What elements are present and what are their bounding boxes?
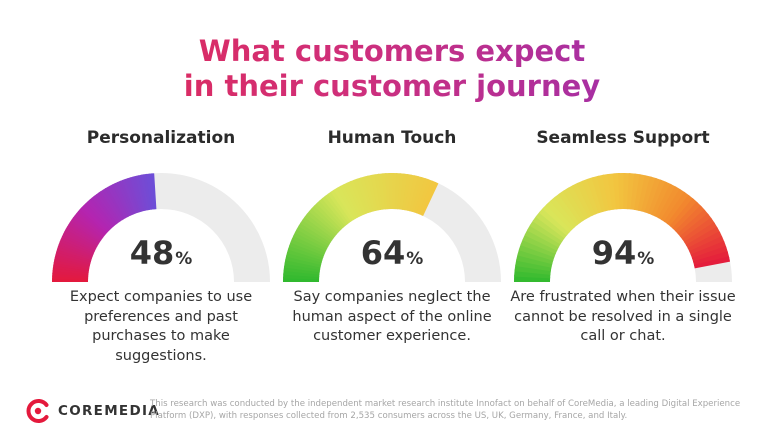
- seamless-support-gauge: [513, 172, 732, 282]
- logo-wordmark: COREMEDIA: [58, 403, 161, 419]
- gauge-value: 94%: [508, 234, 738, 272]
- gauge-value-number: 48: [129, 234, 175, 272]
- gauge-value-unit: %: [406, 249, 424, 269]
- gauge-value: 48%: [46, 234, 276, 272]
- card-title: Personalization: [86, 128, 236, 148]
- page-title: What customers expect in their customer …: [0, 34, 784, 104]
- gauge-value-unit: %: [637, 249, 655, 269]
- research-footnote: This research was conducted by the indep…: [150, 399, 741, 421]
- gauge-fill-segment: [420, 181, 439, 216]
- personalization-gauge: [52, 173, 270, 282]
- title-line-1: What customers expect: [0, 34, 784, 69]
- card-title: Human Touch: [327, 128, 457, 148]
- title-line-2: in their customer journey: [0, 69, 784, 104]
- card-description: Are frustrated when their issue cannot b…: [510, 289, 736, 344]
- gauge-value-number: 64: [360, 234, 406, 272]
- gauge-fill-segment: [693, 256, 731, 269]
- card-title: Seamless Support: [536, 128, 710, 148]
- coremedia-logo[interactable]: COREMEDIA: [24, 397, 159, 425]
- footer: COREMEDIA This research was conducted by…: [24, 392, 764, 432]
- gauge-value: 64%: [277, 234, 507, 272]
- human-touch-gauge: [283, 173, 501, 282]
- coremedia-logo-icon: [26, 399, 49, 423]
- gauge-value-unit: %: [175, 249, 193, 269]
- card-description: Say companies neglect the human aspect o…: [292, 289, 492, 344]
- card-description: Expect companies to use preferences and …: [69, 289, 253, 364]
- gauge-value-number: 94: [591, 234, 637, 272]
